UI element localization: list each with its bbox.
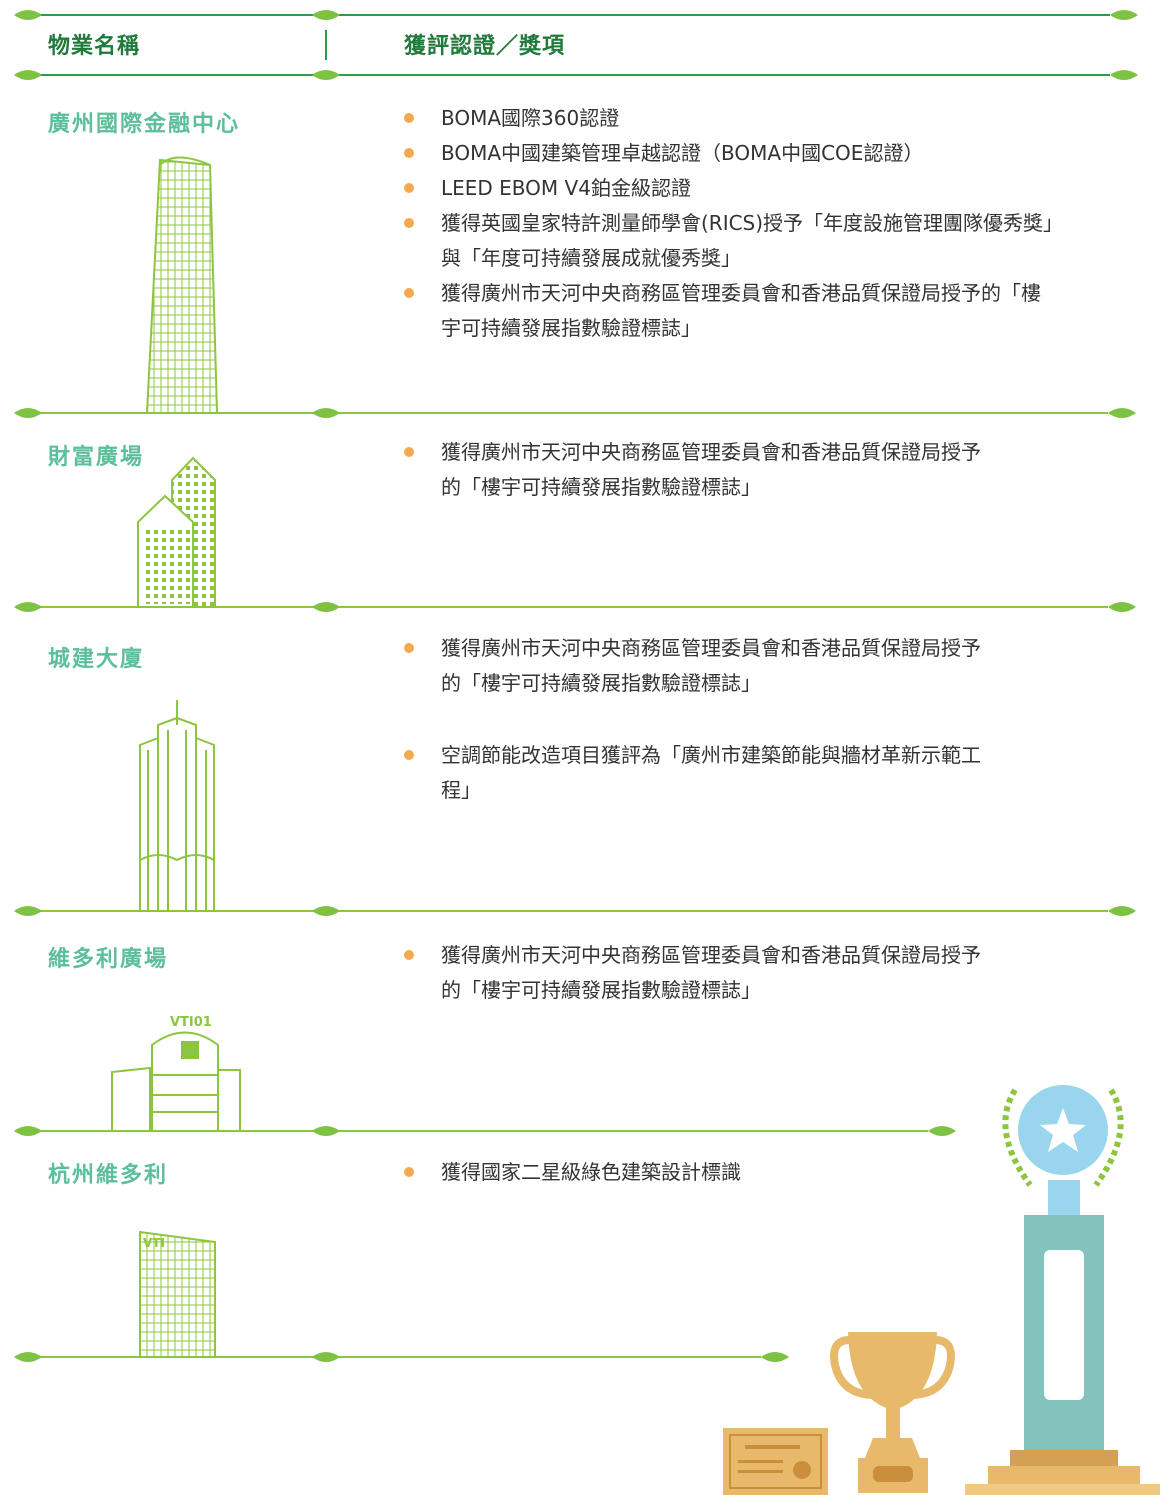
award-item: 空調節能改造項目獲評為「廣州市建築節能與牆材革新示範工程」 bbox=[400, 738, 1000, 808]
award-list: BOMA國際360認證 BOMA中國建築管理卓越認證（BOMA中國COE認證） LE… bbox=[400, 101, 1060, 346]
award-item: BOMA中國建築管理卓越認證（BOMA中國COE認證） bbox=[400, 136, 1060, 171]
leaf bbox=[312, 1352, 340, 1362]
award-item: 獲得廣州市天河中央商務區管理委員會和香港品質保證局授予的「樓宇可持續發展指數驗證… bbox=[400, 938, 1000, 1008]
leaf bbox=[312, 602, 340, 612]
property-name: 財富廣場 bbox=[48, 445, 145, 470]
leaf bbox=[14, 602, 42, 612]
award-item: 獲得英國皇家特許測量師學會(RICS)授予「年度設施管理團隊優秀獎」與「年度可持… bbox=[400, 206, 1060, 276]
award-item: LEED EBOM V4鉑金級認證 bbox=[400, 171, 1060, 206]
tower-chengjian bbox=[139, 700, 215, 911]
header-awards: 獲評認證／獎項 bbox=[404, 34, 566, 59]
svg-text:VTI: VTI bbox=[143, 1236, 165, 1250]
property-name: 維多利廣場 bbox=[48, 947, 169, 972]
leaf bbox=[1108, 602, 1136, 612]
leaf bbox=[14, 408, 42, 418]
tower-victory: VTI01 bbox=[111, 1015, 241, 1132]
award-item: 獲得廣州市天河中央商務區管理委員會和香港品質保證局授予的「樓宇可持續發展指數驗證… bbox=[400, 631, 1000, 701]
tower-fortune bbox=[137, 456, 216, 608]
leaf bbox=[312, 408, 340, 418]
leaf bbox=[928, 1126, 956, 1136]
leaf bbox=[1108, 906, 1136, 916]
property-name: 杭州維多利 bbox=[48, 1163, 169, 1188]
leaf bbox=[14, 1126, 42, 1136]
tower-crown bbox=[159, 156, 211, 166]
award-item: 獲得廣州市天河中央商務區管理委員會和香港品質保證局授予的「樓宇可持續發展指數驗證… bbox=[400, 435, 1000, 505]
leaf bbox=[14, 1352, 42, 1362]
leaf bbox=[312, 10, 340, 20]
property-name: 城建大廈 bbox=[48, 647, 145, 672]
award-list: 獲得廣州市天河中央商務區管理委員會和香港品質保證局授予的「樓宇可持續發展指數驗證… bbox=[400, 938, 1000, 1008]
tower-hangzhou: VTI bbox=[139, 1230, 216, 1358]
leaf bbox=[1108, 408, 1136, 418]
award-list: 獲得國家二星級綠色建築設計標識 bbox=[400, 1155, 1000, 1190]
header-property: 物業名稱 bbox=[48, 34, 141, 59]
tower-ifc bbox=[145, 158, 219, 414]
award-item: BOMA國際360認證 bbox=[400, 101, 1060, 136]
award-item: 獲得廣州市天河中央商務區管理委員會和香港品質保證局授予的「樓宇可持續發展指數驗證… bbox=[400, 276, 1060, 346]
building-illustrations: VTI01 VTI bbox=[111, 156, 241, 1358]
leaf bbox=[312, 1126, 340, 1136]
leaf bbox=[1110, 10, 1138, 20]
leaf bbox=[14, 906, 42, 916]
property-name: 廣州國際金融中心 bbox=[48, 112, 241, 137]
leaf bbox=[14, 70, 42, 80]
award-item: 獲得國家二星級綠色建築設計標識 bbox=[400, 1155, 1000, 1190]
leaf bbox=[1110, 70, 1138, 80]
leaf bbox=[761, 1352, 789, 1362]
leaf bbox=[14, 10, 42, 20]
award-list: 獲得廣州市天河中央商務區管理委員會和香港品質保證局授予的「樓宇可持續發展指數驗證… bbox=[400, 435, 1000, 505]
svg-text:VTI01: VTI01 bbox=[170, 1015, 212, 1030]
award-list: 獲得廣州市天河中央商務區管理委員會和香港品質保證局授予的「樓宇可持續發展指數驗證… bbox=[400, 631, 1000, 808]
trophy-illustrations bbox=[723, 1085, 1160, 1495]
leaf bbox=[312, 70, 340, 80]
leaf bbox=[312, 906, 340, 916]
